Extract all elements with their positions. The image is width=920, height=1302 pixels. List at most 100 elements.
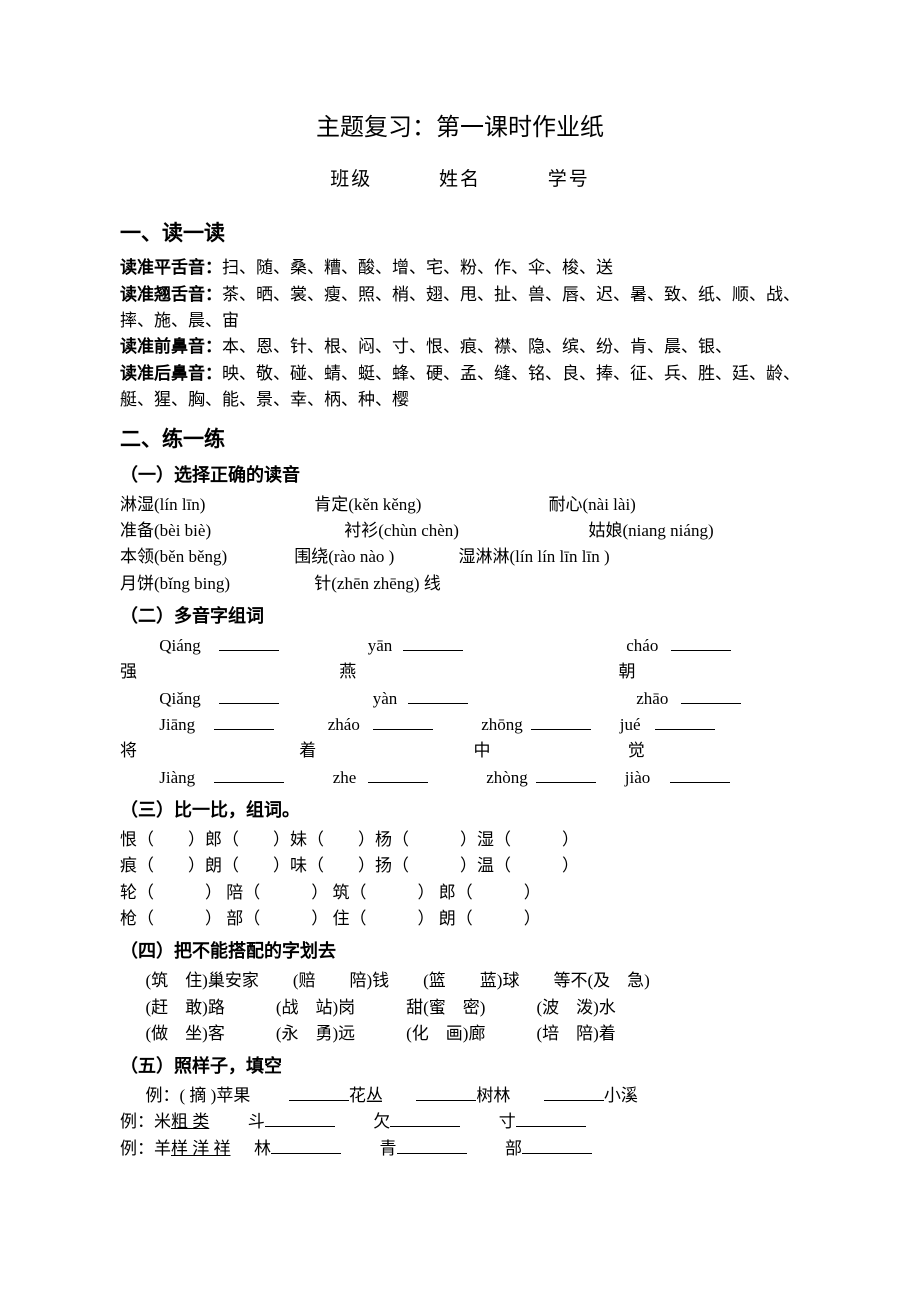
p5-ex2-b: 欠 xyxy=(373,1112,390,1131)
section-1-heading: 一、读一读 xyxy=(120,217,800,250)
p5-ex2-c: 寸 xyxy=(499,1112,516,1131)
p5-ex1-a: 花丛 xyxy=(349,1086,383,1105)
p3-r1: 恨（ ）郎（ ）妹（ ）杨（ ）湿（ ） xyxy=(120,827,800,853)
p1-row1: 淋湿(lín līn) 肯定(kěn kěng) 耐心(nài lài) xyxy=(120,492,800,518)
p1-r1b: 肯定(kěn kěng) xyxy=(314,492,544,518)
p1-row4: 月饼(bǐng bing) 针(zhēn zhēng) 线 xyxy=(120,571,800,597)
flat-tongue-label: 读准平舌音： xyxy=(120,258,222,277)
class-label: 班级 xyxy=(330,169,372,190)
p2-row2: 强 燕 朝 xyxy=(120,659,800,685)
p3-r4: 枪（ ） 部（ ） 住（ ） 朗（ ） xyxy=(120,906,800,932)
p1-r4a: 月饼(bǐng bing) xyxy=(120,571,310,597)
blank[interactable] xyxy=(219,633,279,651)
p2-row3: Qiǎng yàn zhāo xyxy=(120,686,800,712)
back-nasal-text: 映、敬、碰、蜻、蜓、蜂、硬、孟、缝、铭、良、捧、征、兵、胜、廷、龄、艇、猩、胸、… xyxy=(120,364,800,409)
p2-yan-p2: yàn xyxy=(373,686,408,712)
retroflex-text: 茶、晒、裳、瘦、照、梢、翅、甩、扯、兽、唇、迟、暑、致、纸、顺、战、摔、施、晨、… xyxy=(120,285,800,330)
p1-row3: 本领(běn běng) 围绕(rào nào ) 湿淋淋(lín lín lī… xyxy=(120,544,800,570)
p2-jiang-h: 将 xyxy=(120,738,295,764)
p2-zhao2-h: 着 xyxy=(299,738,469,764)
p5-ex1: 例：( 摘 )苹果 花丛 树林 小溪 xyxy=(120,1083,800,1109)
p3-r2: 痕（ ）朗（ ）味（ ）扬（ ）温（ ） xyxy=(120,853,800,879)
blank[interactable] xyxy=(536,765,596,783)
p5-ex1-c: 小溪 xyxy=(604,1086,638,1105)
blank[interactable] xyxy=(671,633,731,651)
p2-jiang-p1: Jiāng xyxy=(159,712,214,738)
retroflex-label: 读准翘舌音： xyxy=(120,285,222,304)
p5-ex3-c: 部 xyxy=(505,1139,522,1158)
blank[interactable] xyxy=(271,1136,341,1154)
p5-ex3-a: 林 xyxy=(254,1139,271,1158)
p1-r3c: 湿淋淋(lín lín līn līn ) xyxy=(459,547,610,566)
blank[interactable] xyxy=(265,1109,335,1127)
blank[interactable] xyxy=(531,712,591,730)
blank[interactable] xyxy=(670,765,730,783)
p2-zhong-p2: zhòng xyxy=(486,765,536,791)
p2-zhong-p1: zhōng xyxy=(481,712,531,738)
front-nasal-label: 读准前鼻音： xyxy=(120,337,222,356)
p2-qiang-h: 强 xyxy=(120,659,335,685)
p1-r2c: 姑娘(niang niáng) xyxy=(589,521,714,540)
p5-ex1-b: 树林 xyxy=(476,1086,510,1105)
p2-qiang-p1: Qiáng xyxy=(159,633,219,659)
p5-ex2-pre: 例：米 xyxy=(120,1112,171,1131)
p5-ex3: 例：羊样 洋 祥 林 青 部 xyxy=(120,1136,800,1162)
p2-row4: Jiāng zháo zhōng jué xyxy=(120,712,800,738)
blank[interactable] xyxy=(516,1109,586,1127)
p2-zhe-p2: zhe xyxy=(333,765,368,791)
flat-tongue-text: 扫、随、桑、糟、酸、增、宅、粉、作、伞、梭、送 xyxy=(222,258,613,277)
student-info-row: 班级 姓名 学号 xyxy=(120,165,800,194)
part-2-heading: （二）多音字组词 xyxy=(120,603,800,631)
blank[interactable] xyxy=(522,1136,592,1154)
blank[interactable] xyxy=(655,712,715,730)
page-title: 主题复习：第一课时作业纸 xyxy=(120,110,800,147)
blank[interactable] xyxy=(408,686,468,704)
p2-yan-p1: yān xyxy=(368,633,403,659)
flat-tongue-line: 读准平舌音：扫、随、桑、糟、酸、增、宅、粉、作、伞、梭、送 xyxy=(120,255,800,281)
p5-ex2-a: 斗 xyxy=(248,1112,265,1131)
p2-chao-p1: cháo xyxy=(626,633,671,659)
blank[interactable] xyxy=(214,712,274,730)
p1-r3a: 本领(běn běng) xyxy=(120,544,290,570)
front-nasal-line: 读准前鼻音：本、恩、针、根、闷、寸、恨、痕、襟、隐、缤、纷、肯、晨、银、 xyxy=(120,334,800,360)
p2-zhong-h: 中 xyxy=(474,738,624,764)
p1-r2b: 衬衫(chùn chèn) xyxy=(344,518,584,544)
p5-ex3-sample: 样 洋 祥 xyxy=(171,1139,231,1158)
blank[interactable] xyxy=(403,633,463,651)
name-label: 姓名 xyxy=(439,169,481,190)
p5-ex1-pre: 例：( 摘 )苹果 xyxy=(146,1086,251,1105)
p1-r3b: 围绕(rào nào ) xyxy=(294,544,454,570)
worksheet-page: 主题复习：第一课时作业纸 班级 姓名 学号 一、读一读 读准平舌音：扫、随、桑、… xyxy=(0,0,920,1222)
p2-row6: Jiàng zhe zhòng jiào xyxy=(120,765,800,791)
id-label: 学号 xyxy=(548,169,590,190)
p2-zhao2-p1: zháo xyxy=(328,712,373,738)
blank[interactable] xyxy=(368,765,428,783)
p1-r2a: 准备(bèi biè) xyxy=(120,518,340,544)
p4-r3: (做 坐)客 (永 勇)远 (化 画)廊 (培 陪)着 xyxy=(120,1021,800,1047)
blank[interactable] xyxy=(289,1083,349,1101)
blank[interactable] xyxy=(544,1083,604,1101)
p5-ex3-b: 青 xyxy=(380,1139,397,1158)
p2-jue-h: 觉 xyxy=(628,741,645,760)
p4-r2: (赶 敢)路 (战 站)岗 甜(蜜 密) (波 泼)水 xyxy=(120,995,800,1021)
p2-jiao-p2: jiào xyxy=(625,765,670,791)
section-2-heading: 二、练一练 xyxy=(120,423,800,456)
blank[interactable] xyxy=(219,686,279,704)
p5-ex2: 例：米粗 类 斗 欠 寸 xyxy=(120,1109,800,1135)
blank[interactable] xyxy=(416,1083,476,1101)
p2-jue-p1: jué xyxy=(620,712,655,738)
blank[interactable] xyxy=(681,686,741,704)
blank[interactable] xyxy=(373,712,433,730)
p3-r3: 轮（ ） 陪（ ） 筑（ ） 郎（ ） xyxy=(120,880,800,906)
p1-r4b: 针(zhēn zhēng) 线 xyxy=(314,574,441,593)
part-4-heading: （四）把不能搭配的字划去 xyxy=(120,938,800,966)
blank[interactable] xyxy=(397,1136,467,1154)
p4-r1: (筑 住)巢安家 (赔 陪)钱 (篮 蓝)球 等不(及 急) xyxy=(120,968,800,994)
part-1-heading: （一）选择正确的读音 xyxy=(120,462,800,490)
blank[interactable] xyxy=(390,1109,460,1127)
back-nasal-line: 读准后鼻音：映、敬、碰、蜻、蜓、蜂、硬、孟、缝、铭、良、捧、征、兵、胜、廷、龄、… xyxy=(120,361,800,414)
p2-row5: 将 着 中 觉 xyxy=(120,738,800,764)
retroflex-line: 读准翘舌音：茶、晒、裳、瘦、照、梢、翅、甩、扯、兽、唇、迟、暑、致、纸、顺、战、… xyxy=(120,282,800,335)
blank[interactable] xyxy=(214,765,284,783)
p5-ex3-pre: 例：羊 xyxy=(120,1139,171,1158)
